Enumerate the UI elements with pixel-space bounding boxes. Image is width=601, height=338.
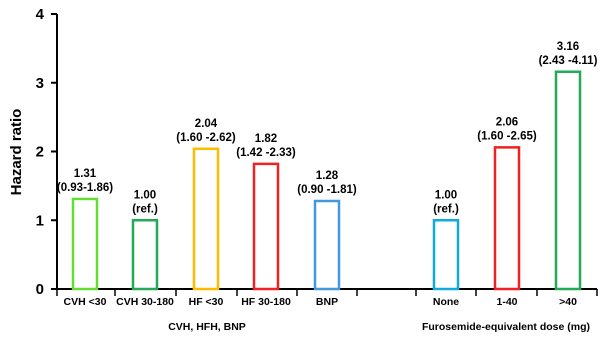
bar-value-label: 3.16: [557, 41, 579, 53]
bar-ci-label: (0.90 -1.81): [297, 184, 357, 196]
bar: [554, 70, 582, 291]
x-group-label: CVH, HFH, BNP: [168, 321, 246, 333]
bar: [313, 199, 341, 291]
bar-ci-label: (ref.): [132, 203, 158, 215]
bar: [432, 219, 460, 291]
x-group-label: Furosemide-equivalent dose (mg): [422, 321, 590, 333]
bar: [192, 147, 220, 291]
bar: [71, 197, 99, 291]
bar-labels: 1.31 (0.93-1.86) 1.00 (ref.) 2.04 (1.60 -2.62…: [57, 41, 598, 216]
bar: [252, 162, 280, 291]
bar-ci-label: (1.42 -2.33): [236, 147, 296, 159]
x-category-label: BNP: [316, 296, 338, 308]
bar-ci-label: (0.93-1.86): [57, 182, 113, 194]
y-tick-label: 0: [36, 281, 44, 298]
x-category-label: CVH <30: [64, 296, 107, 308]
bar-ci-label: (ref.): [433, 203, 459, 215]
bar-value-label: 1.31: [74, 168, 97, 180]
x-category-label: HF <30: [189, 296, 224, 308]
y-axis-title-group: Hazard ratio: [8, 109, 25, 196]
bar: [493, 146, 521, 291]
bar-value-label: 1.82: [255, 133, 277, 145]
y-tick-label: 4: [36, 6, 45, 23]
bar-value-label: 1.00: [134, 189, 156, 201]
category-labels: CVH <30 CVH 30-180 HF <30 HF 30-180 BNP None 1…: [64, 296, 578, 308]
bar-value-label: 1.28: [316, 170, 339, 182]
x-category-label: 1-40: [496, 296, 517, 308]
bar-ci-label: (1.60 -2.65): [477, 130, 537, 142]
y-tick-label: 1: [36, 212, 44, 229]
x-category-label: >40: [559, 296, 577, 308]
bar-value-label: 1.00: [435, 189, 457, 201]
bar: [131, 219, 159, 291]
bar-ci-label: (1.60 -2.62): [176, 132, 236, 144]
y-tick-label: 2: [36, 144, 44, 161]
x-category-label: CVH 30-180: [116, 296, 174, 308]
group-labels: CVH, HFH, BNP Furosemide-equivalent dose …: [168, 321, 590, 333]
bars: [71, 70, 582, 291]
x-category-label: None: [433, 296, 459, 308]
bar-value-label: 2.04: [195, 118, 218, 130]
y-tick-label: 3: [36, 75, 44, 92]
y-axis-title: Hazard ratio: [8, 109, 25, 196]
bar-ci-label: (2.43 -4.11): [539, 55, 598, 67]
x-category-label: HF 30-180: [241, 296, 291, 308]
y-ticks: 0 1 2 3 4: [36, 6, 57, 298]
bar-value-label: 2.06: [496, 116, 518, 128]
